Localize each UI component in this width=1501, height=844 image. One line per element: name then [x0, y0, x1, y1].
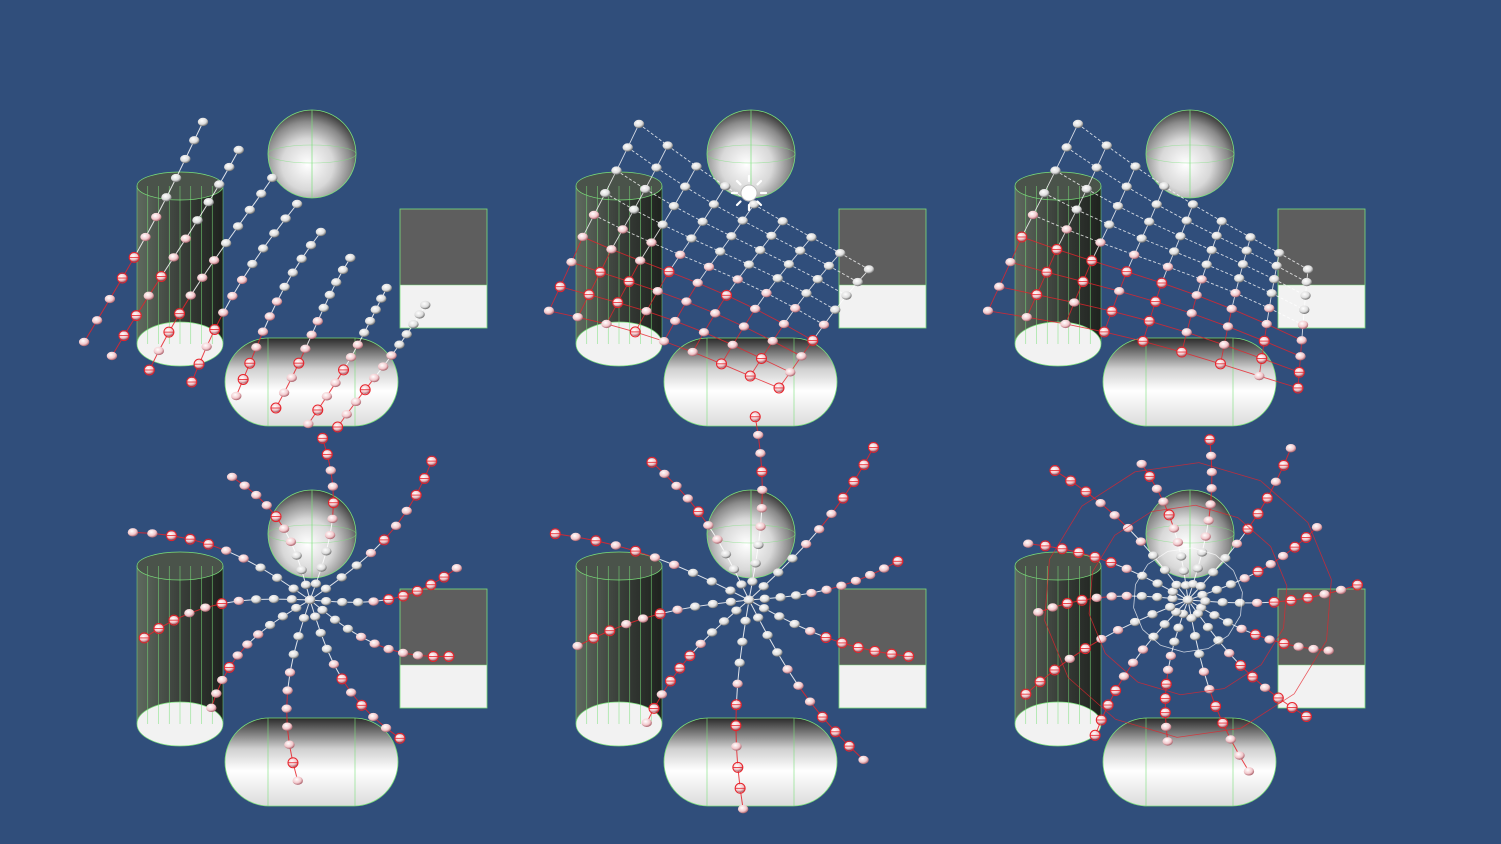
sphere-collider[interactable] [706, 109, 796, 199]
box-collider[interactable] [399, 208, 488, 329]
sphere-collider[interactable] [267, 109, 357, 199]
simulation-panel-5[interactable] [549, 411, 927, 814]
cloth-chains [78, 117, 431, 433]
sphere-collider[interactable] [1145, 109, 1235, 199]
box-collider[interactable] [838, 208, 927, 329]
capsule-collider[interactable] [1102, 717, 1277, 807]
cylinder-collider[interactable] [575, 171, 663, 367]
simulation-panel-3[interactable] [982, 109, 1366, 427]
box-collider[interactable] [399, 588, 488, 709]
sphere-collider[interactable] [267, 489, 357, 579]
panels-layer [78, 109, 1366, 814]
box-collider[interactable] [1277, 208, 1366, 329]
cylinder-collider[interactable] [136, 551, 224, 747]
cylinder-collider[interactable] [1014, 551, 1102, 747]
cloth-chains [543, 119, 875, 394]
box-collider[interactable] [838, 588, 927, 709]
cloth-chains [127, 432, 463, 785]
capsule-collider[interactable] [224, 717, 399, 807]
cloth-chains [982, 119, 1314, 394]
capsule-collider[interactable] [663, 717, 838, 807]
cloth-chains [549, 411, 915, 814]
cloth-chains [1020, 434, 1363, 776]
simulation-panel-1[interactable] [78, 109, 488, 433]
simulation-panel-6[interactable] [1014, 434, 1366, 807]
directional-light-icon[interactable] [730, 174, 768, 212]
simulation-panel-2[interactable] [543, 109, 927, 427]
simulation-panel-4[interactable] [127, 432, 488, 807]
capsule-collider[interactable] [1102, 337, 1277, 427]
capsule-collider[interactable] [224, 337, 399, 427]
cylinder-collider[interactable] [575, 551, 663, 747]
